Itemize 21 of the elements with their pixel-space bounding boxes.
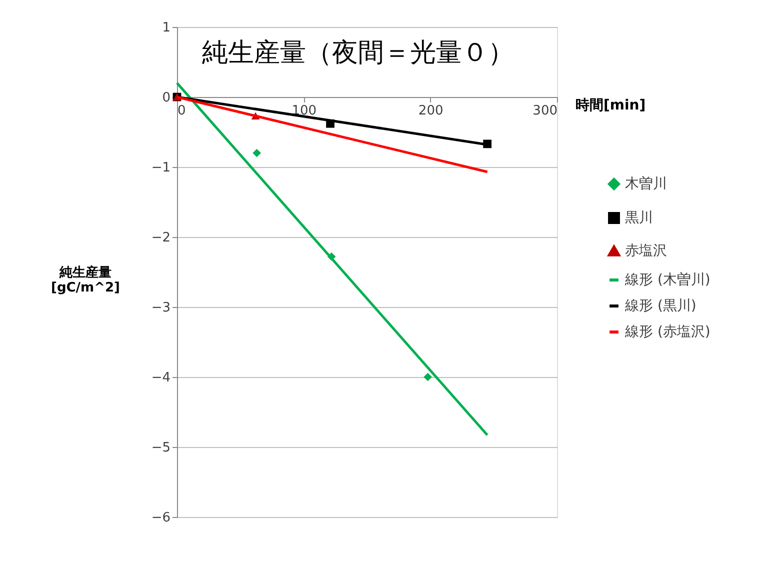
legend-label: 線形 (黒川) [624, 298, 696, 314]
y-tick-label: −4 [151, 370, 170, 386]
x-tick-label: 0 [178, 104, 186, 118]
x-tick-label: 300 [532, 104, 558, 118]
y-axis-title: 純生産量 [gC/m^2] [51, 264, 120, 296]
legend-label: 赤塩沢 [625, 243, 667, 259]
chart-title: 純生産量（夜間＝光量０） [202, 38, 514, 68]
y-tick-label: −2 [151, 230, 170, 246]
x-axis-title: 時間[min] [576, 98, 646, 114]
y-tick-label: −3 [151, 300, 170, 316]
legend-label: 木曽川 [625, 175, 667, 192]
x-tick-label: 100 [292, 104, 317, 118]
y-tick-label: −6 [151, 510, 170, 526]
legend-label: 黒川 [625, 210, 653, 226]
legend-label: 線形 (木曽川) [624, 271, 710, 288]
x-tick-label: 200 [418, 104, 444, 118]
y-tick-label: −1 [151, 160, 170, 176]
y-tick-label: 0 [162, 90, 170, 106]
y-tick-label: −5 [151, 440, 170, 456]
legend-label: 線形 (赤塩沢) [624, 324, 710, 340]
y-tick-label: 1 [162, 20, 170, 36]
